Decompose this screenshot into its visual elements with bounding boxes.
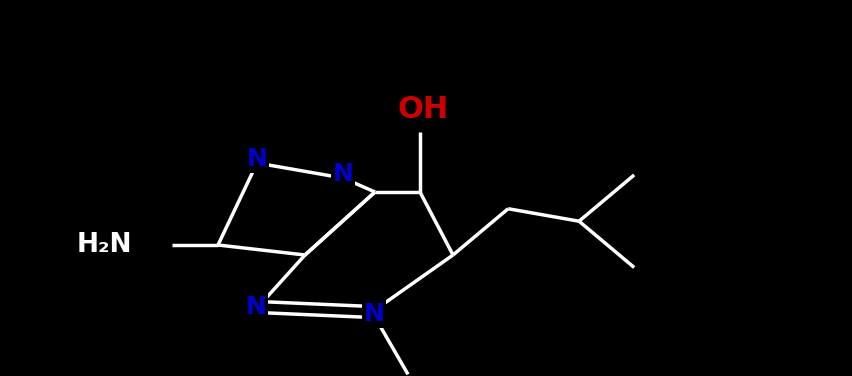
Text: OH: OH — [397, 95, 449, 124]
Text: N: N — [332, 162, 354, 186]
Text: N: N — [245, 295, 267, 319]
Text: H₂N: H₂N — [77, 232, 132, 258]
Text: N: N — [364, 302, 384, 326]
Text: N: N — [246, 147, 268, 171]
